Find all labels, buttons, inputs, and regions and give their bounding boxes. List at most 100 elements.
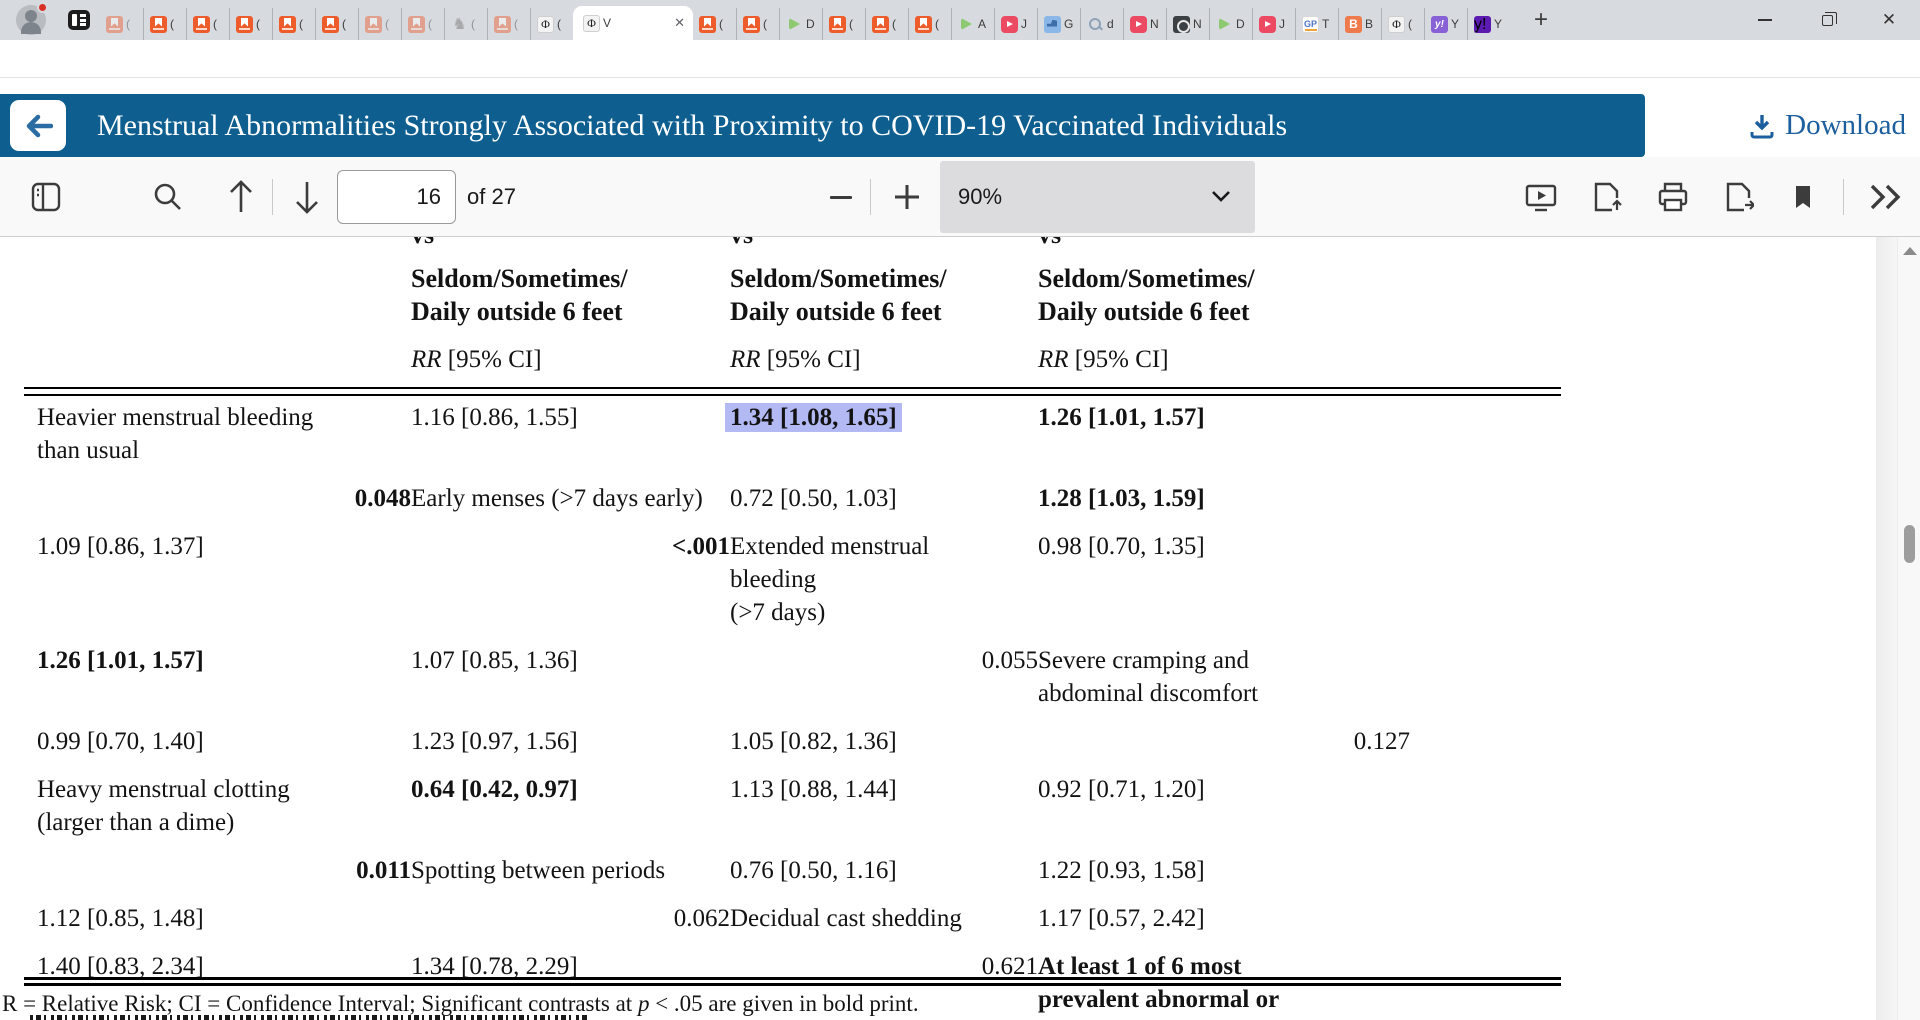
- journal-favicon: [829, 15, 846, 33]
- browser-tab[interactable]: A: [951, 8, 994, 40]
- new-tab-button[interactable]: +: [1533, 6, 1548, 33]
- table-top-rule: [24, 394, 1561, 396]
- play-favicon: [786, 16, 803, 33]
- browser-tab[interactable]: (: [401, 8, 444, 40]
- tab-title-sliver: (: [849, 17, 853, 31]
- scrollbar-thumb[interactable]: [1904, 525, 1915, 563]
- bookmark-icon: [1796, 186, 1810, 208]
- youtube-favicon: [1259, 15, 1276, 33]
- tab-title-sliver: (: [514, 17, 518, 31]
- zoom-level-select[interactable]: 90%: [940, 161, 1255, 233]
- add-text-button[interactable]: [1588, 157, 1626, 237]
- print-button[interactable]: [1654, 157, 1692, 237]
- browser-tab[interactable]: (: [865, 8, 908, 40]
- sidebar-toggle-button[interactable]: [28, 157, 64, 237]
- browser-tab[interactable]: y! Y: [1424, 8, 1467, 40]
- browser-tab[interactable]: (: [315, 8, 358, 40]
- table-group-header-row: Seldom/Sometimes/ Daily outside 6 feet Se…: [411, 262, 1410, 328]
- minimize-button[interactable]: [1734, 0, 1796, 40]
- journal-favicon: [408, 15, 425, 33]
- tab-title-sliver: N: [1150, 17, 1159, 31]
- phi-favicon: Φ: [537, 15, 554, 33]
- browser-tab[interactable]: (: [272, 8, 315, 40]
- zoom-in-button[interactable]: [886, 157, 928, 237]
- browser-tab-active[interactable]: Φ V ✕: [573, 6, 693, 40]
- browser-tab[interactable]: (: [186, 8, 229, 40]
- browser-tab[interactable]: (: [736, 8, 779, 40]
- browser-tab[interactable]: GP T: [1295, 8, 1338, 40]
- browser-tab[interactable]: N: [1166, 8, 1209, 40]
- page-number-input[interactable]: 16: [337, 170, 456, 224]
- browser-tab[interactable]: Φ(: [530, 8, 573, 40]
- browser-tab[interactable]: ♞(: [444, 8, 487, 40]
- tab-actions-menu-icon[interactable]: [68, 10, 90, 30]
- close-button[interactable]: ✕: [1881, 10, 1897, 29]
- media-favicon: [1173, 15, 1190, 33]
- col-group-label: Seldom/Sometimes/ Daily outside 6 feet: [730, 264, 947, 326]
- tab-title-sliver: (: [256, 17, 260, 31]
- journal-favicon: [743, 15, 760, 33]
- tab-title-sliver: Y: [1494, 17, 1503, 31]
- browser-tab[interactable]: (: [358, 8, 401, 40]
- profile-avatar[interactable]: [16, 2, 48, 35]
- browser-tab[interactable]: J: [1252, 8, 1295, 40]
- browser-tab[interactable]: (: [487, 8, 530, 40]
- p-value-cell: 0.055: [981, 647, 1038, 674]
- avatar-shoulders: [21, 22, 41, 34]
- mag-favicon: [1087, 16, 1104, 33]
- page-edge-shadow: [1876, 237, 1897, 1020]
- find-button[interactable]: [148, 157, 188, 237]
- journal-favicon: [915, 15, 932, 33]
- tab-title-sliver: D: [1236, 17, 1245, 31]
- back-to-article-button[interactable]: [10, 100, 66, 151]
- vertical-scrollbar[interactable]: [1897, 237, 1920, 1020]
- next-page-button[interactable]: [288, 157, 326, 237]
- download-link[interactable]: Download: [1749, 94, 1906, 157]
- rr-ci-cell: 0.99 [0.70, 1.40]: [37, 728, 204, 755]
- browser-tab[interactable]: G: [1037, 8, 1080, 40]
- browser-tab[interactable]: (: [693, 8, 736, 40]
- browser-tab[interactable]: (: [229, 8, 272, 40]
- more-tools-button[interactable]: [1860, 157, 1912, 237]
- browser-tab[interactable]: D: [1209, 8, 1252, 40]
- save-button[interactable]: [1720, 157, 1758, 237]
- rr-ci-cell: 0.92 [0.71, 1.20]: [1038, 776, 1205, 803]
- rr-ci-cell: 1.40 [0.83, 2.34]: [37, 953, 204, 980]
- browser-tab[interactable]: J: [994, 8, 1037, 40]
- zoom-out-button[interactable]: [822, 157, 860, 237]
- rr-ci-cell: 1.17 [0.57, 2.42]: [1038, 905, 1205, 932]
- tab-close-icon[interactable]: ✕: [674, 15, 685, 30]
- journal-favicon: [365, 15, 382, 33]
- journal-favicon: [236, 15, 253, 33]
- rr-ci-cell: 1.13 [0.88, 1.44]: [730, 776, 897, 803]
- scroll-up-arrow[interactable]: [1903, 247, 1917, 255]
- browser-tab[interactable]: D: [779, 8, 822, 40]
- restore-button[interactable]: [1796, 0, 1858, 40]
- browser-tab[interactable]: N: [1123, 8, 1166, 40]
- chevron-down-icon: [1212, 191, 1230, 202]
- article-header: Menstrual Abnormalities Strongly Associa…: [0, 79, 1920, 157]
- browser-tab[interactable]: Φ(: [1381, 8, 1424, 40]
- browser-tab[interactable]: (: [143, 8, 186, 40]
- browser-tab[interactable]: y! Y: [1467, 8, 1510, 40]
- browser-tab[interactable]: (: [822, 8, 865, 40]
- rr-ci-cell: 1.34 [0.78, 2.29]: [411, 953, 578, 980]
- browser-tab[interactable]: (: [100, 8, 143, 40]
- rr-ci-cell: 1.12 [0.85, 1.48]: [37, 905, 204, 932]
- browser-tab[interactable]: d: [1080, 8, 1123, 40]
- previous-page-button[interactable]: [222, 157, 260, 237]
- tab-title-sliver: Y: [1451, 17, 1460, 31]
- bookmark-button[interactable]: [1788, 157, 1818, 237]
- play-favicon: [1216, 16, 1233, 33]
- sidebar-toggle-icon: [31, 182, 61, 212]
- article-title-bar: Menstrual Abnormalities Strongly Associa…: [0, 94, 1645, 157]
- col-stat-label: RR [95% CI]: [1038, 346, 1169, 373]
- back-arrow-icon: [26, 114, 53, 137]
- col-stat-label: RR [95% CI]: [730, 346, 861, 373]
- presentation-mode-button[interactable]: [1522, 157, 1560, 237]
- browser-tab[interactable]: (: [908, 8, 951, 40]
- rr-ci-cell: 0.72 [0.50, 1.03]: [730, 485, 897, 512]
- tab-title-sliver: d: [1107, 17, 1114, 31]
- youtube-favicon: [1001, 15, 1018, 33]
